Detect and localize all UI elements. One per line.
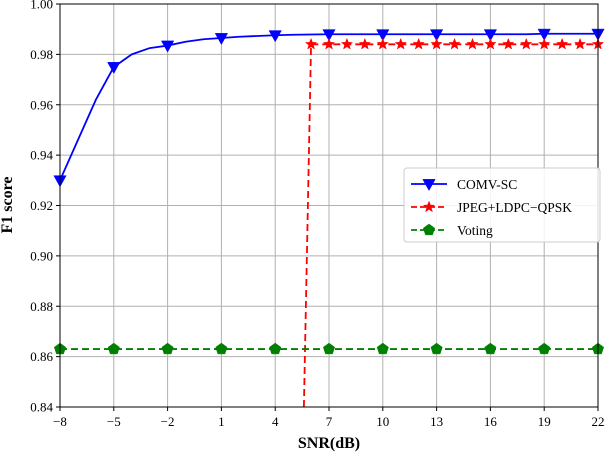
data-point-jpeg-ldpc-qpsk <box>340 37 354 50</box>
x-tick-label: 19 <box>538 414 551 429</box>
data-point-comv-sc <box>376 29 390 42</box>
data-point-voting <box>269 342 282 355</box>
y-tick-label: 0.90 <box>30 248 53 263</box>
y-tick-label: 0.92 <box>30 198 53 213</box>
data-point-comv-sc <box>160 40 175 53</box>
x-tick-label: 1 <box>218 414 225 429</box>
data-point-comv-sc <box>429 29 444 42</box>
data-point-jpeg-ldpc-qpsk <box>537 37 551 50</box>
data-point-jpeg-ldpc-qpsk <box>322 37 336 50</box>
data-point-jpeg-ldpc-qpsk <box>304 37 318 50</box>
axis-ticks-and-labels: −8 −5 −2 1 4 7 10 13 16 19 22 0.84 0.86 0.88 0.90 0.92 0… <box>30 0 604 429</box>
y-tick-label: 0.84 <box>30 400 53 415</box>
x-tick-label: −2 <box>161 414 175 429</box>
y-tick-label: 1.00 <box>30 0 53 12</box>
data-point-voting <box>161 342 174 355</box>
legend-marker-comv-sc <box>422 179 436 192</box>
x-tick-label: −8 <box>53 414 67 429</box>
data-point-comv-sc <box>537 28 551 41</box>
data-point-jpeg-ldpc-qpsk <box>520 37 533 50</box>
data-point-jpeg-ldpc-qpsk <box>502 37 515 50</box>
data-point-voting <box>430 342 443 355</box>
data-point-jpeg-ldpc-qpsk <box>484 37 497 50</box>
data-point-comv-sc <box>322 29 336 42</box>
y-axis-label: F1 score <box>0 176 16 233</box>
data-point-jpeg-ldpc-qpsk <box>448 37 461 50</box>
legend-marker-jpeg-ldpc-qpsk <box>422 200 436 213</box>
series-markers <box>53 28 605 355</box>
data-point-comv-sc <box>483 29 498 42</box>
data-point-jpeg-ldpc-qpsk <box>412 37 425 50</box>
data-point-voting <box>376 342 389 355</box>
data-point-comv-sc <box>107 62 121 74</box>
data-point-voting <box>538 342 551 355</box>
legend-label-voting: Voting <box>457 223 493 238</box>
x-tick-label: −5 <box>107 414 121 429</box>
legend: COMV-SC JPEG+LDPC−QPSK Voting <box>403 167 601 243</box>
legend-label-comv-sc: COMV-SC <box>457 177 517 192</box>
y-tick-label: 0.98 <box>30 47 53 62</box>
y-tick-label: 0.88 <box>30 299 53 314</box>
data-point-jpeg-ldpc-qpsk <box>376 37 390 50</box>
data-point-voting <box>322 342 336 355</box>
data-point-jpeg-ldpc-qpsk <box>573 37 587 50</box>
data-point-voting <box>484 342 497 355</box>
x-tick-label: 22 <box>592 414 605 429</box>
x-tick-label: 13 <box>430 414 443 429</box>
data-point-comv-sc <box>214 33 229 46</box>
data-point-jpeg-ldpc-qpsk <box>394 37 407 50</box>
x-tick-label: 7 <box>326 414 333 429</box>
data-point-comv-sc <box>268 30 282 43</box>
data-point-voting <box>215 342 228 355</box>
x-tick-label: 10 <box>376 414 389 429</box>
data-point-jpeg-ldpc-qpsk <box>466 37 479 50</box>
legend-marker-voting <box>422 223 436 236</box>
legend-box <box>403 167 601 243</box>
y-tick-label: 0.86 <box>30 349 53 364</box>
data-point-jpeg-ldpc-qpsk <box>358 37 372 50</box>
x-axis-label: SNR(dB) <box>298 435 360 452</box>
x-tick-label: 4 <box>272 414 279 429</box>
data-point-jpeg-ldpc-qpsk <box>430 37 443 50</box>
legend-label-jpeg-ldpc-qpsk: JPEG+LDPC−QPSK <box>457 200 572 215</box>
data-point-jpeg-ldpc-qpsk <box>555 37 569 50</box>
data-point-voting <box>107 342 120 355</box>
y-tick-label: 0.94 <box>30 148 53 163</box>
x-tick-label: 16 <box>484 414 498 429</box>
y-tick-label: 0.96 <box>30 97 53 112</box>
